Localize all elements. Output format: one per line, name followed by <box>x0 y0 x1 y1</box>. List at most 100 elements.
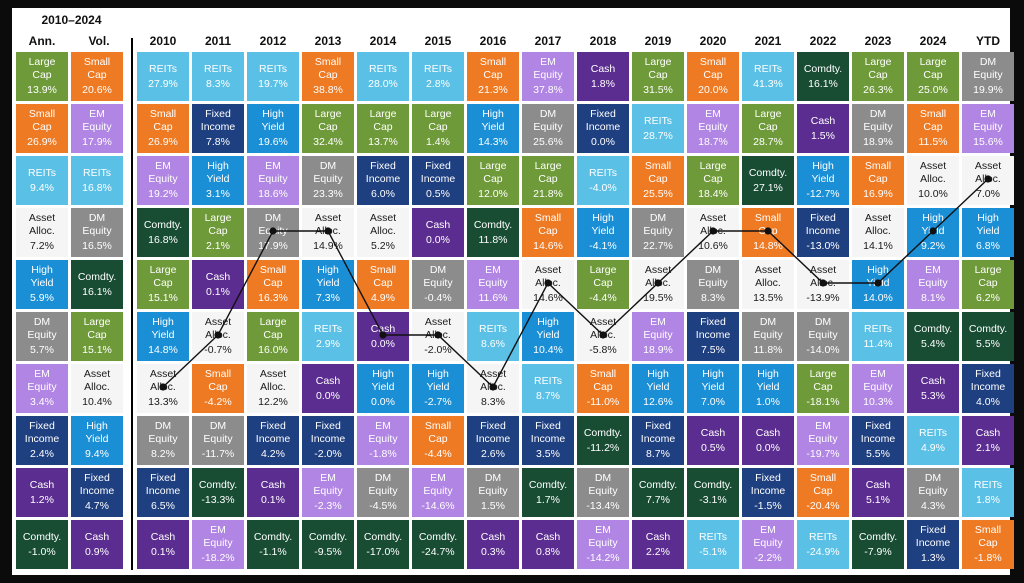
cell-label: REITs <box>643 114 672 127</box>
cell-label-line2: Cap <box>758 121 778 133</box>
cell-label: Fixed <box>810 212 836 224</box>
cell-label: DM <box>88 212 106 224</box>
cell-label: High <box>592 212 614 224</box>
cell-2012-small-cap: Small Cap 16.3% <box>247 260 299 309</box>
cell-value: -24.9% <box>806 545 840 558</box>
cell-label-line2: Equity <box>643 225 673 237</box>
year-header-2019: 2019 <box>644 34 672 48</box>
cell-vol-comdty: Comdty. 16.1% <box>71 260 123 309</box>
cell-value: 0.0% <box>426 233 450 246</box>
cell-label-line2: Cap <box>593 277 613 289</box>
cell-label: REITs <box>753 62 782 75</box>
cell-2024-small-cap: Small Cap 11.5% <box>907 104 959 153</box>
cell-value: 10.4% <box>533 344 563 356</box>
cell-label-line2: Equity <box>643 329 673 341</box>
cell-label-line2: Equity <box>313 173 343 185</box>
cell-value: 19.2% <box>148 188 178 200</box>
year-header-2016: 2016 <box>479 34 507 48</box>
cell-label-line2: Income <box>695 329 731 341</box>
cell-2014-dm-equity: DM Equity -4.5% <box>357 468 409 517</box>
cell-ann-comdty: Comdty. -1.0% <box>16 520 68 569</box>
cell-value: 0.1% <box>206 285 230 298</box>
cell-value: 4.2% <box>261 448 285 460</box>
cell-value: 0.5% <box>701 441 725 454</box>
cell-value: -13.4% <box>586 500 620 512</box>
year-header-2017: 2017 <box>534 34 562 48</box>
cell-label: Fixed <box>535 420 561 432</box>
cell-value: -3.1% <box>699 493 727 506</box>
cell-2013-cash: Cash 0.0% <box>302 364 354 413</box>
cell-label: Large <box>479 160 507 172</box>
cell-label: EM <box>705 108 721 120</box>
cell-value: 0.9% <box>85 545 109 558</box>
cell-label-line2: Cap <box>318 121 338 133</box>
cell-2019-high-yield: High Yield 12.6% <box>632 364 684 413</box>
cell-label: Cash <box>260 478 286 491</box>
cell-2013-comdty: Comdty. -9.5% <box>302 520 354 569</box>
cell-value: 19.5% <box>643 292 673 304</box>
cell-2023-small-cap: Small Cap 16.9% <box>852 156 904 205</box>
cell-label: Large <box>754 108 782 120</box>
cell-label: Small <box>919 108 947 120</box>
cell-2021-asset-alloc: Asset Alloc. 13.5% <box>742 260 794 309</box>
cell-2017-reits: REITs 8.7% <box>522 364 574 413</box>
cell-label: Asset <box>754 264 782 276</box>
cell-label: Fixed <box>315 420 341 432</box>
cell-label: REITs <box>973 478 1002 491</box>
cell-value: -18.2% <box>201 552 235 564</box>
cell-2012-large-cap: Large Cap 16.0% <box>247 312 299 361</box>
cell-value: 3.1% <box>206 188 230 200</box>
cell-label: REITs <box>808 530 837 543</box>
cell-label: Large <box>149 264 177 276</box>
cell-value: 38.8% <box>313 84 343 96</box>
cell-label: Large <box>644 56 672 68</box>
cell-label: High <box>317 264 339 276</box>
cell-value: 1.8% <box>591 77 615 90</box>
cell-label: Small <box>28 108 56 120</box>
cell-value: 15.1% <box>82 344 112 356</box>
cell-value: 0.3% <box>481 545 505 558</box>
cell-2012-em-equity: EM Equity 18.6% <box>247 156 299 205</box>
cell-label: Comdty. <box>693 478 733 491</box>
cell-label: Comdty. <box>473 218 513 231</box>
cell-2024-reits: REITs 4.9% <box>907 416 959 465</box>
cell-value: 6.5% <box>151 500 175 512</box>
cell-label: High <box>207 160 229 172</box>
cell-value: 16.0% <box>258 344 288 356</box>
cell-2013-high-yield: High Yield 7.3% <box>302 260 354 309</box>
cell-value: 16.1% <box>808 77 838 90</box>
cell-label: EM <box>650 316 666 328</box>
cell-label: Large <box>919 56 947 68</box>
cell-vol-fixed-income: Fixed Income 4.7% <box>71 468 123 517</box>
cell-value: 5.9% <box>30 292 54 304</box>
cell-value: 7.2% <box>30 240 54 252</box>
cell-value: 32.4% <box>313 136 343 148</box>
cell-value: 31.5% <box>643 84 673 96</box>
cell-label: REITs <box>82 166 111 179</box>
cell-value: 4.0% <box>976 396 1000 408</box>
cell-label-line2: Income <box>255 433 291 445</box>
cell-2015-dm-equity: DM Equity -0.4% <box>412 260 464 309</box>
cell-value: 0.0% <box>371 337 395 350</box>
year-header-2024: 2024 <box>919 34 947 48</box>
cell-label: High <box>427 368 449 380</box>
cell-label-line2: Equity <box>423 277 453 289</box>
cell-value: 13.3% <box>148 396 178 408</box>
cell-label-line2: Income <box>860 433 896 445</box>
cell-label-line2: Cap <box>153 121 173 133</box>
cell-value: 12.2% <box>258 396 288 408</box>
cell-label: Fixed <box>975 368 1001 380</box>
cell-label: Comdty. <box>638 478 678 491</box>
cell-value: -14.2% <box>586 552 620 564</box>
cell-2022-cash: Cash 1.5% <box>797 104 849 153</box>
cell-label: REITs <box>533 374 562 387</box>
cell-value: 11.8% <box>478 233 508 246</box>
cell-label: Fixed <box>865 420 891 432</box>
cell-label-line2: Cap <box>978 537 998 549</box>
cell-label: EM <box>34 368 50 380</box>
cell-label: Cash <box>370 322 396 335</box>
cell-value: 1.4% <box>426 136 450 148</box>
year-header-2020: 2020 <box>699 34 727 48</box>
cell-2022-dm-equity: DM Equity -14.0% <box>797 312 849 361</box>
year-header-ytd: YTD <box>976 34 1000 48</box>
